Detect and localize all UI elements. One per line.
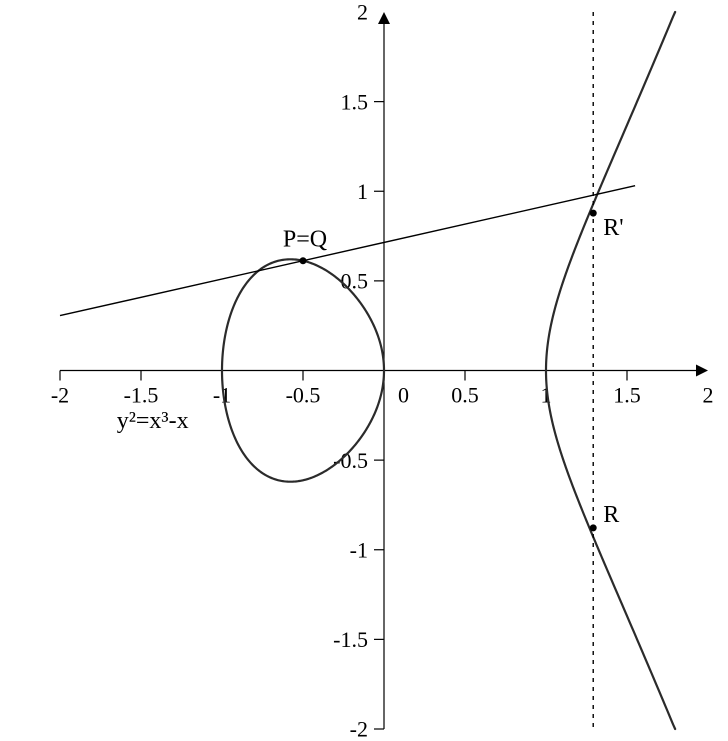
x-tick-label: 1.5 xyxy=(613,383,641,408)
y-tick-label: 2 xyxy=(357,0,368,25)
tangent-line xyxy=(60,186,635,316)
elliptic-curve-plot: -2-1.5-1-0.500.511.52-2-1.5-1-0.50.511.5… xyxy=(0,0,728,741)
y-tick-label: -1.5 xyxy=(333,627,368,652)
y-tick-label: -2 xyxy=(350,717,368,741)
plot-svg: -2-1.5-1-0.500.511.52-2-1.5-1-0.50.511.5… xyxy=(0,0,728,741)
r-prime-point xyxy=(590,210,597,217)
y-tick-label: 1.5 xyxy=(341,89,369,114)
pq-point xyxy=(300,257,307,264)
y-tick-label: 1 xyxy=(357,179,368,204)
y-tick-label: 0.5 xyxy=(341,269,369,294)
elliptic-curve-right-lower xyxy=(546,371,675,730)
r-label: R xyxy=(603,502,619,528)
x-tick-label: 0 xyxy=(398,383,409,408)
x-tick-label: -1.5 xyxy=(124,383,159,408)
r-point xyxy=(590,524,597,531)
x-tick-label: 2 xyxy=(703,383,714,408)
pq-label: P=Q xyxy=(283,227,327,253)
equation-label: y²=x³-x xyxy=(117,408,189,434)
y-tick-label: -1 xyxy=(350,537,368,562)
r-prime-label: R' xyxy=(603,215,623,241)
x-tick-label: 0.5 xyxy=(451,383,479,408)
x-axis-arrow xyxy=(696,365,708,377)
x-tick-label: -0.5 xyxy=(286,383,321,408)
y-axis-arrow xyxy=(378,12,390,24)
x-tick-label: -2 xyxy=(51,383,69,408)
